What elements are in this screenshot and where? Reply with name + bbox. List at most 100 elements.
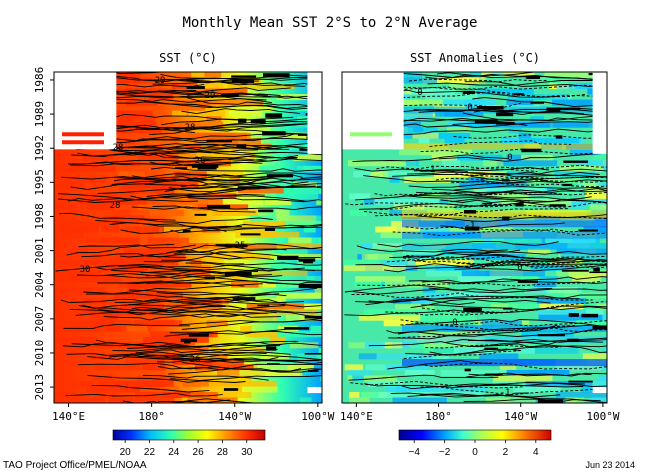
field-band <box>604 94 607 101</box>
field-band <box>544 72 602 79</box>
contour-line <box>455 173 607 183</box>
contour-cluster <box>231 75 257 78</box>
field-band <box>476 226 513 233</box>
contour-line <box>146 273 322 288</box>
field-band <box>316 353 322 360</box>
field-band <box>86 386 140 393</box>
colorbar-tick-label: 24 <box>168 447 180 458</box>
field-band <box>536 298 586 305</box>
field-band <box>87 204 105 211</box>
x-tick-label: 100°W <box>586 410 619 423</box>
field-band <box>218 347 234 354</box>
field-band <box>123 342 188 349</box>
field-band <box>277 331 322 338</box>
sst-contours <box>54 72 322 403</box>
contour-line <box>351 292 593 301</box>
anom-land-mask <box>342 72 607 394</box>
field-band <box>313 215 322 222</box>
contour-cluster <box>546 107 561 112</box>
contour-line <box>391 171 600 177</box>
contour-cluster <box>188 333 209 337</box>
field-band <box>383 320 414 327</box>
field-band <box>253 270 308 277</box>
field-band <box>174 132 237 139</box>
contour-line <box>187 197 322 203</box>
field-band <box>444 138 465 145</box>
field-band <box>296 165 322 172</box>
contour-line <box>77 149 259 157</box>
contour-line <box>86 293 305 303</box>
contour-line <box>66 243 175 256</box>
contour-line <box>344 305 607 317</box>
field-band <box>457 276 511 283</box>
contour-cluster <box>462 90 475 94</box>
contour-cluster <box>561 269 589 272</box>
contour-line <box>368 341 607 353</box>
field-band <box>147 237 190 244</box>
contour-label: 0 <box>467 103 472 113</box>
field-band <box>270 276 315 283</box>
field-band <box>293 182 318 189</box>
field-band <box>576 160 607 167</box>
field-band <box>536 281 555 288</box>
field-band <box>572 276 601 283</box>
contour-line <box>406 254 550 263</box>
field-band <box>164 386 179 393</box>
field-band <box>374 198 440 205</box>
contour-cluster <box>515 203 524 207</box>
field-band <box>98 380 165 387</box>
contour-cluster <box>526 75 541 79</box>
field-band <box>424 347 459 354</box>
anomaly-event-band <box>402 324 607 332</box>
field-band <box>421 110 463 117</box>
sst-x-ticks: 140°E 180° 140°W 100°W <box>52 403 335 423</box>
field-band <box>554 364 607 371</box>
contour-cluster <box>224 271 252 276</box>
contour-cluster <box>568 380 593 383</box>
field-band <box>122 226 159 233</box>
colorbar-tick-label: 0 <box>472 447 478 458</box>
field-band <box>171 110 187 117</box>
contour-label: -1 <box>425 165 436 175</box>
field-band <box>160 391 218 398</box>
field-band <box>61 176 106 183</box>
field-band <box>358 314 421 321</box>
contour-line <box>468 373 592 377</box>
field-band <box>87 193 136 200</box>
field-band <box>54 336 90 343</box>
field-band <box>535 176 589 183</box>
field-band <box>148 149 164 156</box>
partial-data-stripe <box>62 140 104 145</box>
contour-line <box>115 152 267 162</box>
contour-cluster <box>223 388 239 391</box>
field-band <box>585 309 604 316</box>
field-band <box>164 72 192 79</box>
field-band <box>421 215 453 222</box>
field-band <box>361 254 393 261</box>
field-band <box>344 364 364 371</box>
field-band <box>442 160 461 167</box>
contour-cluster <box>463 210 477 214</box>
y-tick-label: 2010 <box>33 340 46 367</box>
contour-line <box>182 361 322 373</box>
contour-line <box>414 254 607 262</box>
field-band <box>453 347 497 354</box>
field-band <box>115 121 164 128</box>
field-band <box>289 342 319 349</box>
field-band <box>386 226 420 233</box>
field-band <box>201 386 243 393</box>
field-band <box>457 154 503 161</box>
anom-colorbar-ticks: −4 −2 0 2 4 <box>408 440 539 458</box>
x-tick-label: 180° <box>425 410 452 423</box>
colorbar-tick-label: 28 <box>217 447 229 458</box>
field-band <box>165 105 206 112</box>
field-band <box>404 369 435 376</box>
field-band <box>120 182 150 189</box>
field-band <box>283 220 322 227</box>
contour-line <box>429 345 607 356</box>
field-band <box>487 193 529 200</box>
contour-cluster <box>476 105 504 110</box>
field-band <box>72 248 89 255</box>
contour-cluster <box>464 226 480 231</box>
contour-line <box>76 271 283 279</box>
